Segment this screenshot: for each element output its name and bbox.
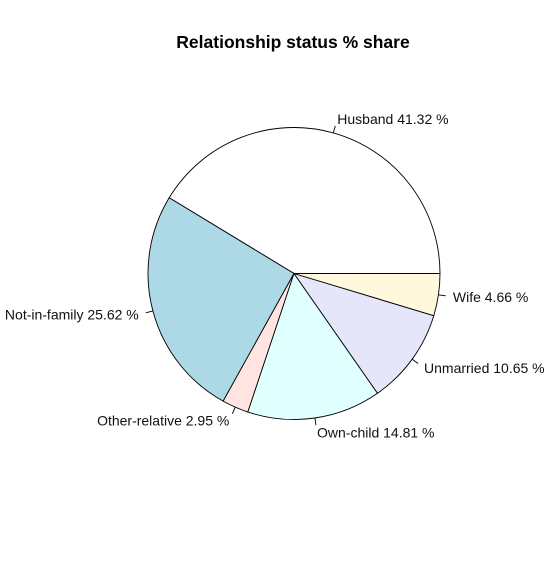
chart-title: Relationship status % share: [176, 32, 410, 52]
pie-tick-not-in-family: [145, 310, 153, 314]
pie-slice-labels: Husband 41.32 % Not-in-family 25.62 % Othe…: [5, 111, 545, 441]
pie-label-husband: Husband 41.32 %: [337, 111, 448, 127]
pie-label-other-relative: Other-relative 2.95 %: [97, 413, 229, 429]
pie-slices: [147, 127, 441, 420]
pie-tick-husband: [332, 125, 336, 134]
pie-label-ticks: [145, 125, 446, 426]
pie-tick-wife: [438, 294, 446, 297]
pie-label-own-child: Own-child 14.81 %: [317, 424, 435, 440]
pie-tick-unmarried: [411, 358, 419, 364]
pie-label-wife: Wife 4.66 %: [453, 289, 528, 305]
pie-label-unmarried: Unmarried 10.65 %: [424, 360, 545, 376]
pie-tick-other-relative: [231, 406, 236, 415]
pie-label-not-in-family: Not-in-family 25.62 %: [5, 307, 139, 323]
pie-slice-wife: [293, 273, 441, 317]
pie-tick-own-child: [314, 417, 317, 426]
